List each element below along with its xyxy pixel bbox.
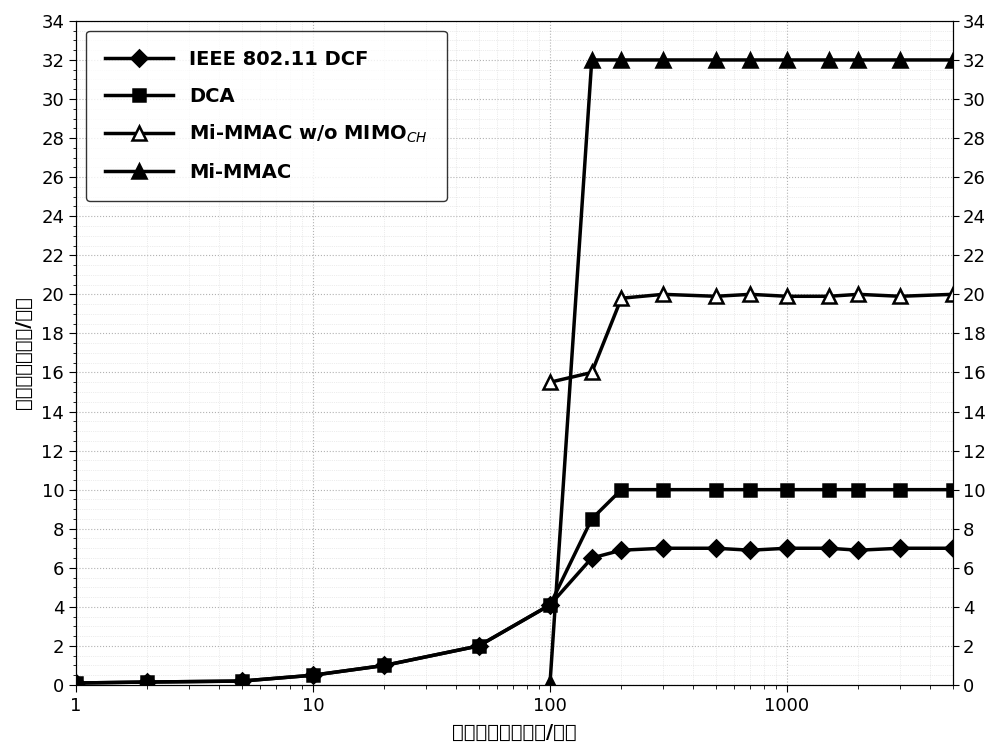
Mi-MMAC [781,55,793,64]
IEEE 802.11 DCF [586,553,598,562]
DCA [70,678,82,687]
DCA [141,677,153,686]
DCA [710,485,722,494]
IEEE 802.11 DCF [236,677,248,686]
IEEE 802.11 DCF [710,544,722,553]
IEEE 802.11 DCF [947,544,959,553]
IEEE 802.11 DCF [894,544,906,553]
DCA [894,485,906,494]
Mi-MMAC [744,55,756,64]
Line: Mi-MMAC w/o MIMO$_{CH}$: Mi-MMAC w/o MIMO$_{CH}$ [543,287,960,389]
DCA [378,661,390,670]
Line: IEEE 802.11 DCF: IEEE 802.11 DCF [70,543,958,689]
Mi-MMAC [615,55,627,64]
DCA [307,671,319,680]
IEEE 802.11 DCF [544,600,556,609]
Line: DCA: DCA [70,484,958,689]
Mi-MMAC [710,55,722,64]
Mi-MMAC [894,55,906,64]
Mi-MMAC w/o MIMO$_{CH}$ [823,292,835,301]
IEEE 802.11 DCF [657,544,669,553]
Y-axis label: 吞吐量（兆比特/秒）: 吞吐量（兆比特/秒） [14,296,33,409]
IEEE 802.11 DCF [307,671,319,680]
Mi-MMAC w/o MIMO$_{CH}$ [744,290,756,299]
IEEE 802.11 DCF [823,544,835,553]
DCA [781,485,793,494]
DCA [744,485,756,494]
X-axis label: 分组到达速率（包/秒）: 分组到达速率（包/秒） [452,723,577,742]
IEEE 802.11 DCF [781,544,793,553]
Mi-MMAC w/o MIMO$_{CH}$ [894,292,906,301]
DCA [544,600,556,609]
Legend: IEEE 802.11 DCF, DCA, Mi-MMAC w/o MIMO$_{CH}$, Mi-MMAC: IEEE 802.11 DCF, DCA, Mi-MMAC w/o MIMO$_… [86,30,447,201]
Mi-MMAC w/o MIMO$_{CH}$ [710,292,722,301]
Mi-MMAC [586,55,598,64]
Mi-MMAC [947,55,959,64]
Line: Mi-MMAC: Mi-MMAC [543,53,960,690]
Mi-MMAC w/o MIMO$_{CH}$ [615,293,627,302]
IEEE 802.11 DCF [473,641,485,650]
DCA [473,641,485,650]
DCA [657,485,669,494]
Mi-MMAC [852,55,864,64]
IEEE 802.11 DCF [852,546,864,555]
Mi-MMAC w/o MIMO$_{CH}$ [544,378,556,387]
DCA [852,485,864,494]
DCA [586,514,598,523]
Mi-MMAC [823,55,835,64]
Mi-MMAC [544,678,556,687]
Mi-MMAC w/o MIMO$_{CH}$ [657,290,669,299]
IEEE 802.11 DCF [141,677,153,686]
Mi-MMAC w/o MIMO$_{CH}$ [947,290,959,299]
DCA [615,485,627,494]
Mi-MMAC w/o MIMO$_{CH}$ [781,292,793,301]
Mi-MMAC w/o MIMO$_{CH}$ [586,368,598,377]
Mi-MMAC w/o MIMO$_{CH}$ [852,290,864,299]
IEEE 802.11 DCF [615,546,627,555]
DCA [947,485,959,494]
DCA [823,485,835,494]
Mi-MMAC [657,55,669,64]
IEEE 802.11 DCF [70,678,82,687]
DCA [236,677,248,686]
IEEE 802.11 DCF [378,661,390,670]
IEEE 802.11 DCF [744,546,756,555]
